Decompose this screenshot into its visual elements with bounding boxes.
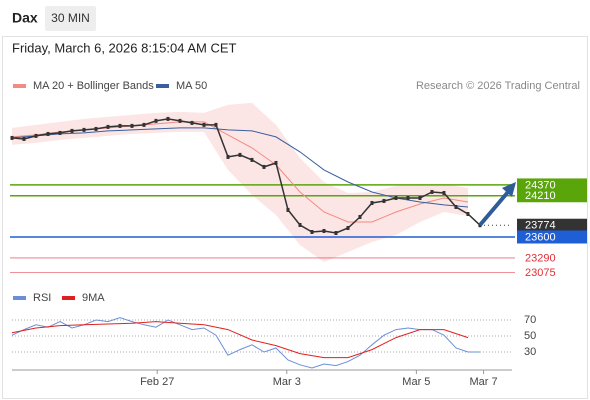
rsi-line — [11, 321, 469, 359]
price-point — [82, 127, 86, 132]
rsi-line — [11, 317, 480, 369]
x-tick-label: Mar 7 — [469, 376, 497, 388]
arrow-shaft — [478, 190, 510, 227]
price-point — [454, 204, 458, 209]
level-label: 23290 — [525, 252, 556, 264]
legend-swatch — [62, 296, 75, 300]
legend-label: MA 50 — [176, 80, 207, 92]
price-point — [250, 157, 254, 162]
toolbar — [0, 0, 590, 36]
price-point — [358, 214, 362, 219]
price-point — [154, 118, 158, 123]
price-point — [346, 226, 350, 230]
price-point — [406, 195, 410, 200]
price-point — [22, 136, 26, 141]
price-point — [370, 200, 374, 205]
price-point — [394, 195, 398, 200]
price-point — [298, 222, 302, 227]
legend-label: MA 20 + Bollinger Bands — [33, 80, 154, 92]
price-point — [238, 152, 242, 157]
price-point — [130, 123, 134, 128]
credit: Research © 2026 Trading Central — [416, 80, 580, 92]
interval-button[interactable] — [45, 6, 96, 31]
current-price-box — [517, 218, 587, 232]
price-point — [262, 164, 266, 169]
price-point — [274, 160, 278, 165]
legend-swatch — [13, 84, 26, 88]
level-label: 23600 — [525, 231, 556, 243]
price-point — [202, 122, 206, 127]
level-label: 24210 — [525, 190, 556, 202]
level-label: 24370 — [525, 179, 556, 191]
price-point — [190, 120, 194, 125]
price-point — [70, 128, 74, 133]
x-tick-label: Mar 5 — [402, 376, 430, 388]
price-point — [442, 190, 446, 195]
x-tick-label: Feb 27 — [140, 376, 174, 388]
legend-label: 9MA — [82, 292, 105, 304]
price-point — [310, 229, 314, 234]
level-label: 23075 — [525, 267, 556, 279]
x-tick-label: Mar 3 — [273, 376, 301, 388]
price-point — [178, 118, 182, 123]
y-tick-label: 70 — [524, 314, 536, 326]
legend-label: RSI — [33, 292, 51, 304]
price-point — [94, 126, 98, 131]
level-box — [517, 189, 587, 203]
price-point — [418, 195, 422, 200]
y-tick-label: 50 — [524, 330, 536, 342]
interval-label[interactable]: 30 MIN — [51, 11, 90, 25]
price-point — [226, 154, 230, 159]
arrow-head — [502, 182, 516, 197]
price-point — [478, 223, 482, 228]
legend-swatch — [156, 84, 169, 88]
y-tick-label: 30 — [524, 346, 536, 358]
price-point — [382, 198, 386, 203]
price-point — [118, 123, 122, 128]
price-point — [214, 122, 218, 127]
price-point — [334, 231, 338, 236]
bollinger-band — [12, 102, 468, 263]
symbol: Dax — [12, 10, 38, 26]
price-point — [58, 130, 62, 135]
price-line — [11, 118, 481, 234]
level-box — [517, 230, 587, 244]
legend-swatch — [13, 296, 26, 300]
price-point — [466, 212, 470, 217]
price-point — [106, 124, 110, 129]
price-point — [142, 122, 146, 127]
timestamp: Friday, March 6, 2026 8:15:04 AM CET — [12, 40, 237, 55]
ma-line — [11, 127, 469, 208]
price-point — [166, 116, 170, 121]
price-point — [10, 135, 14, 140]
price-point — [286, 207, 290, 212]
price-point — [430, 189, 434, 194]
level-box — [517, 178, 587, 192]
price-point — [322, 228, 326, 233]
price-point — [46, 131, 50, 136]
current-price-label: 23774 — [525, 220, 556, 232]
price-point — [34, 133, 38, 138]
chart-frame — [2, 36, 588, 399]
